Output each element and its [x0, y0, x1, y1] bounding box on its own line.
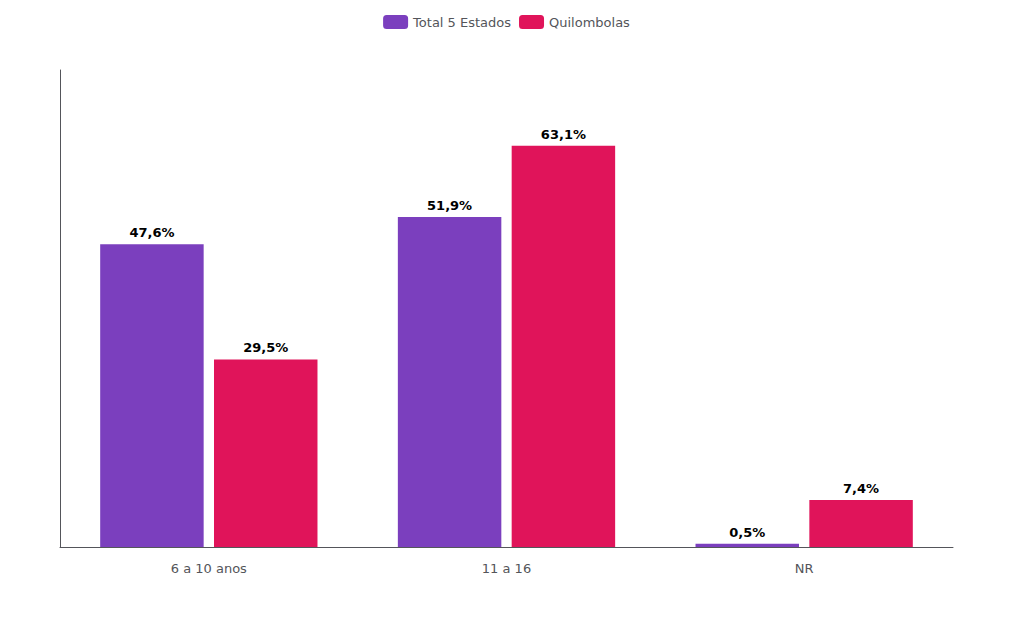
svg-text:6 a 10 anos: 6 a 10 anos	[171, 561, 247, 576]
svg-text:NR: NR	[795, 561, 814, 576]
svg-text:63,1%: 63,1%	[541, 127, 586, 142]
svg-text:Quilombolas: Quilombolas	[549, 15, 630, 30]
svg-text:0,5%: 0,5%	[729, 525, 765, 540]
svg-text:29,5%: 29,5%	[243, 340, 288, 355]
svg-text:7,4%: 7,4%	[843, 481, 879, 496]
svg-text:47,6%: 47,6%	[129, 225, 174, 240]
svg-text:Total 5 Estados: Total 5 Estados	[412, 15, 511, 30]
svg-text:11 a 16: 11 a 16	[482, 561, 531, 576]
svg-text:51,9%: 51,9%	[427, 198, 472, 213]
